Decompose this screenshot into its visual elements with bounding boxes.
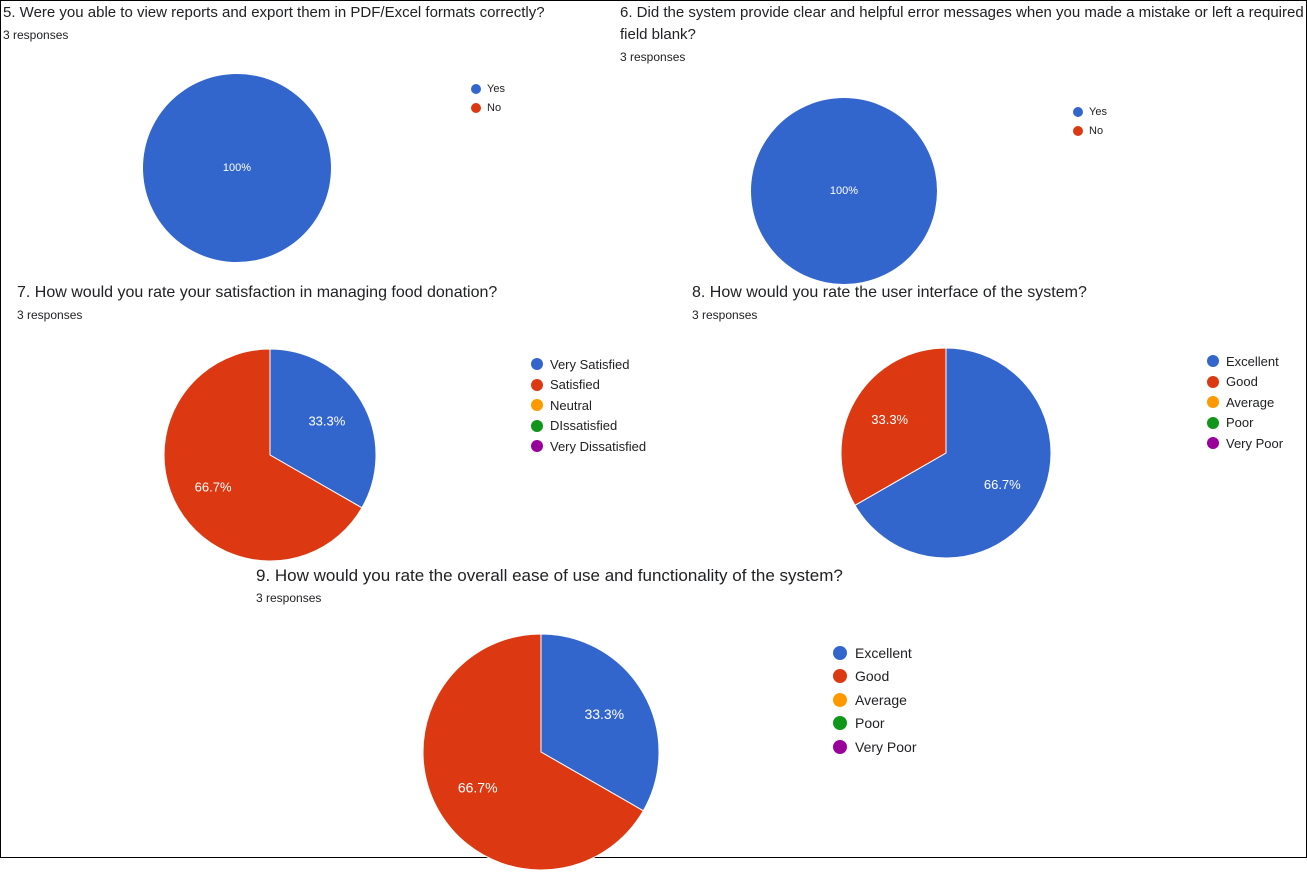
legend-item: DIssatisfied — [531, 416, 646, 437]
legend-label: No — [1089, 124, 1104, 137]
legend-label: Average — [855, 691, 907, 708]
pie-slice-excellent — [854, 347, 1052, 559]
legend-label: Poor — [1226, 415, 1254, 431]
legend-label: Very Dissatisfied — [550, 438, 647, 454]
legend-label: Very Poor — [1226, 435, 1284, 451]
question-title: 5. Were you able to view reports and exp… — [3, 4, 545, 21]
slice-data-label: 33.3% — [871, 412, 908, 427]
question-7-header: 7. How would you rate your satisfaction … — [17, 282, 677, 323]
legend-swatch — [833, 716, 847, 731]
legend-item: Satisfied — [531, 375, 646, 396]
slice-data-label: 33.3% — [308, 414, 345, 429]
pie-chart-q9: 33.3% 66.7% — [422, 633, 660, 871]
legend-label: No — [487, 101, 502, 114]
legend-q8: Excellent Good Average Poor Very Poor — [1207, 351, 1283, 454]
pie-slice-satisfied — [163, 348, 363, 562]
legend-label: Very Poor — [855, 738, 917, 755]
legend-item: Average — [1207, 392, 1283, 413]
response-count: 3 responses — [256, 591, 322, 605]
legend-label: Satisfied — [550, 377, 600, 393]
slice-data-label: 33.3% — [584, 706, 624, 722]
legend-swatch — [1207, 437, 1219, 450]
legend-item: Very Poor — [833, 735, 916, 759]
legend-item: Average — [833, 688, 916, 712]
slice-data-label: 66.7% — [458, 779, 498, 795]
legend-q7: Very Satisfied Satisfied Neutral DIssatisfi… — [531, 354, 646, 457]
legend-label: Very Satisfied — [550, 356, 630, 372]
legend-item: Very Poor — [1207, 433, 1283, 454]
response-count: 3 responses — [692, 308, 758, 322]
legend-label: Yes — [487, 82, 505, 95]
legend-swatch — [1207, 375, 1219, 388]
legend-swatch — [1207, 396, 1219, 409]
pie-chart-q5: 100% — [143, 74, 331, 262]
legend-swatch — [1207, 355, 1219, 368]
legend-swatch — [531, 399, 543, 412]
response-count: 3 responses — [3, 28, 69, 42]
question-5-header: 5. Were you able to view reports and exp… — [3, 2, 623, 43]
legend-item: No — [471, 98, 505, 117]
legend-q9: Excellent Good Average Poor Very Poor — [833, 641, 916, 759]
legend-label: Average — [1226, 394, 1275, 410]
legend-swatch — [833, 645, 847, 660]
legend-label: Poor — [855, 715, 885, 732]
legend-label: DIssatisfied — [550, 418, 618, 434]
legend-swatch — [531, 378, 543, 391]
slice-data-label: 66.7% — [984, 477, 1021, 492]
pie-slice-good — [840, 347, 947, 506]
legend-swatch — [833, 692, 847, 707]
pie-chart-q8: 66.7% 33.3% — [840, 347, 1052, 559]
legend-item: Very Satisfied — [531, 354, 646, 375]
slice-data-label: 100% — [223, 162, 251, 174]
question-title: 7. How would you rate your satisfaction … — [17, 284, 498, 301]
pie-slice-yes — [143, 74, 331, 262]
legend-item: Very Dissatisfied — [531, 436, 646, 457]
legend-swatch — [531, 440, 543, 453]
legend-item: Poor — [1207, 413, 1283, 434]
legend-swatch — [531, 358, 543, 371]
slice-data-label: 100% — [830, 185, 858, 197]
legend-label: Good — [855, 668, 890, 685]
legend-label: Yes — [1089, 105, 1107, 118]
pie-slice-very-satisfied — [269, 348, 377, 509]
legend-label: Good — [1226, 374, 1258, 390]
legend-swatch — [1073, 125, 1083, 136]
legend-item: Poor — [833, 712, 916, 736]
pie-slice-yes — [751, 98, 937, 284]
legend-item: Good — [833, 665, 916, 689]
question-title: 9. How would you rate the overall ease o… — [256, 566, 843, 585]
question-9-header: 9. How would you rate the overall ease o… — [256, 565, 1156, 606]
legend-swatch — [1207, 416, 1219, 429]
legend-q6: Yes No — [1073, 102, 1107, 140]
legend-item: Neutral — [531, 395, 646, 416]
pie-slice-excellent — [540, 633, 660, 812]
legend-swatch — [833, 669, 847, 684]
response-count: 3 responses — [17, 308, 83, 322]
legend-item: Excellent — [1207, 351, 1283, 372]
legend-label: Excellent — [855, 644, 912, 661]
legend-swatch — [833, 739, 847, 754]
response-count: 3 responses — [620, 50, 686, 64]
legend-swatch — [1073, 106, 1083, 117]
legend-item: Good — [1207, 372, 1283, 393]
legend-item: Yes — [471, 79, 505, 98]
legend-item: No — [1073, 121, 1107, 140]
question-title: 6. Did the system provide clear and help… — [620, 4, 1304, 43]
legend-item: Yes — [1073, 102, 1107, 121]
question-title: 8. How would you rate the user interface… — [692, 284, 1087, 301]
legend-label: Excellent — [1226, 353, 1279, 369]
legend-swatch — [531, 419, 543, 432]
legend-item: Excellent — [833, 641, 916, 665]
legend-swatch — [471, 83, 481, 94]
question-8-header: 8. How would you rate the user interface… — [692, 282, 1292, 323]
legend-swatch — [471, 102, 481, 113]
slice-data-label: 66.7% — [195, 479, 232, 494]
legend-label: Neutral — [550, 397, 592, 413]
legend-q5: Yes No — [471, 79, 505, 117]
pie-chart-q6: 100% — [751, 98, 937, 284]
pie-chart-q7: 33.3% 66.7% — [163, 348, 377, 562]
question-6-header: 6. Did the system provide clear and help… — [620, 2, 1306, 65]
